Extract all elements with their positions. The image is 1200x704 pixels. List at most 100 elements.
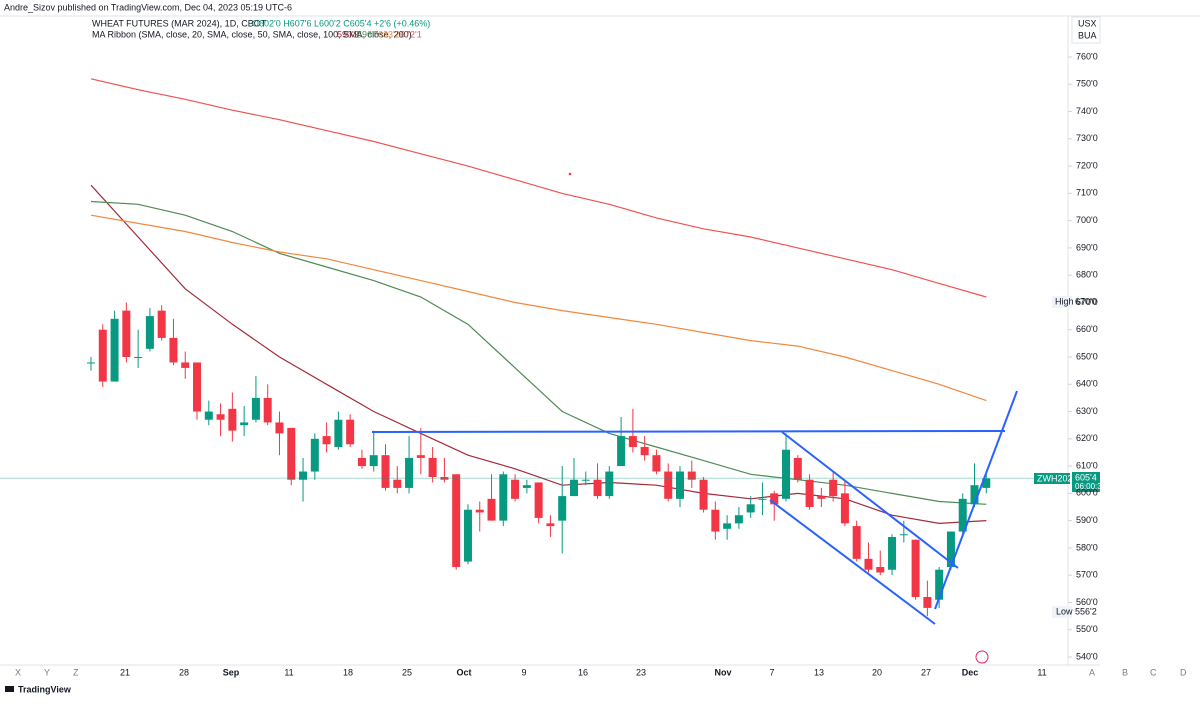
candle-body xyxy=(923,597,932,608)
candle-body xyxy=(569,479,578,497)
candle-body xyxy=(157,310,166,338)
candle-body xyxy=(522,485,531,488)
axis-button[interactable]: Y xyxy=(44,667,50,677)
candle-body xyxy=(876,567,885,573)
candle-body xyxy=(228,408,237,431)
candle-body xyxy=(734,515,743,524)
y-tick-label: 660'0 xyxy=(1076,324,1098,334)
candle-body xyxy=(958,498,967,532)
candle-body xyxy=(381,455,390,488)
candle-body xyxy=(393,479,402,488)
axis-button[interactable]: A xyxy=(1089,667,1095,677)
y-tick-label: 550'0 xyxy=(1076,624,1098,634)
candle-body xyxy=(840,493,849,524)
ribbon-value: 633'2 xyxy=(378,29,400,39)
candle-body xyxy=(581,479,590,481)
ribbon-value: 590'2 xyxy=(337,29,359,39)
last-box xyxy=(1072,472,1100,492)
y-tick-label: 760'0 xyxy=(1076,51,1098,61)
candle-body xyxy=(416,455,425,458)
candle-body xyxy=(275,422,284,434)
y-tick-label: 590'0 xyxy=(1076,515,1098,525)
last-value: 605'4 xyxy=(1075,472,1097,482)
scale-box[interactable] xyxy=(1071,16,1101,44)
candle-body xyxy=(87,362,95,364)
candle-body xyxy=(546,523,555,527)
x-tick-label: 28 xyxy=(179,667,189,677)
x-tick-label: 18 xyxy=(343,667,353,677)
candle-body xyxy=(793,457,802,480)
axis-button[interactable]: D xyxy=(1180,667,1187,677)
candle-body xyxy=(946,531,955,567)
candle-body xyxy=(805,479,814,507)
candle-body xyxy=(251,397,260,420)
scale-label[interactable]: USX xyxy=(1078,18,1097,28)
candle-body xyxy=(440,477,449,480)
legend-ohlc: O602'0 H607'6 L600'2 C605'4 +2'6 (+0.46%… xyxy=(252,18,430,28)
candle-body xyxy=(617,436,626,467)
candle-body xyxy=(746,504,755,513)
candle-body xyxy=(240,422,249,426)
candle-body xyxy=(346,419,355,445)
candle-body xyxy=(299,471,308,480)
y-tick-label: 700'0 xyxy=(1076,215,1098,225)
candle-body xyxy=(628,436,637,447)
x-tick-label: 11 xyxy=(284,667,293,677)
candle-body xyxy=(369,455,378,467)
candle-body xyxy=(723,523,732,529)
candle-body xyxy=(935,569,944,600)
plot xyxy=(87,56,1072,658)
candle-body xyxy=(970,485,979,505)
y-tick-label: 750'0 xyxy=(1076,79,1098,89)
candle-body xyxy=(145,316,154,349)
candle-body xyxy=(428,457,437,477)
x-tick-label: 21 xyxy=(120,667,130,677)
ma-line xyxy=(90,184,987,525)
x-tick-label: Sep xyxy=(223,667,240,677)
candle-body xyxy=(864,558,873,570)
high-value: 670'0 xyxy=(1075,296,1097,306)
high-tag: High xyxy=(1055,296,1074,306)
candle-body xyxy=(676,471,684,499)
x-tick-label: 13 xyxy=(814,667,824,677)
x-tick-label: 7 xyxy=(769,667,774,677)
ribbon-value: 596'5 xyxy=(357,29,379,39)
candle-body xyxy=(817,496,826,499)
event-icon[interactable] xyxy=(975,650,989,664)
y-tick-label: 670'0 xyxy=(1076,297,1098,307)
axis-button[interactable]: C xyxy=(1150,667,1157,677)
candle-body xyxy=(852,526,861,559)
countdown: 06:00:34 xyxy=(1075,482,1107,491)
candle-body xyxy=(640,447,649,456)
candle-body xyxy=(534,482,543,518)
candle-body xyxy=(982,478,991,488)
axis-button[interactable]: X xyxy=(15,667,21,677)
y-tick-label: 620'0 xyxy=(1076,433,1098,443)
y-tick-label: 740'0 xyxy=(1076,106,1098,116)
candle-body xyxy=(652,455,661,472)
candle-body xyxy=(134,357,143,358)
candle-body xyxy=(687,471,696,480)
symbol-tag: ZWH2024 xyxy=(1037,473,1078,483)
x-tick-label: 23 xyxy=(636,667,646,677)
x-tick-label: 9 xyxy=(521,667,526,677)
candle-body xyxy=(758,498,767,500)
x-tick-label: Oct xyxy=(456,667,471,677)
low-tag-box xyxy=(1052,606,1072,618)
candle-body xyxy=(664,471,673,499)
high-tag-box xyxy=(1052,296,1072,308)
wedge-lower xyxy=(769,499,936,625)
y-tick-label: 710'0 xyxy=(1076,188,1098,198)
x-tick-label: Nov xyxy=(714,667,731,677)
candle-body xyxy=(511,479,520,499)
candle-body xyxy=(499,474,508,521)
scale-label[interactable]: BUA xyxy=(1078,30,1097,40)
axis-button[interactable]: Z xyxy=(73,667,79,677)
candle-body xyxy=(829,479,838,497)
publisher: Andre_Sizov published on TradingView.com… xyxy=(4,2,292,12)
axis-button[interactable]: B xyxy=(1122,667,1128,677)
candle-body xyxy=(888,537,897,570)
y-tick-label: 690'0 xyxy=(1076,242,1098,252)
